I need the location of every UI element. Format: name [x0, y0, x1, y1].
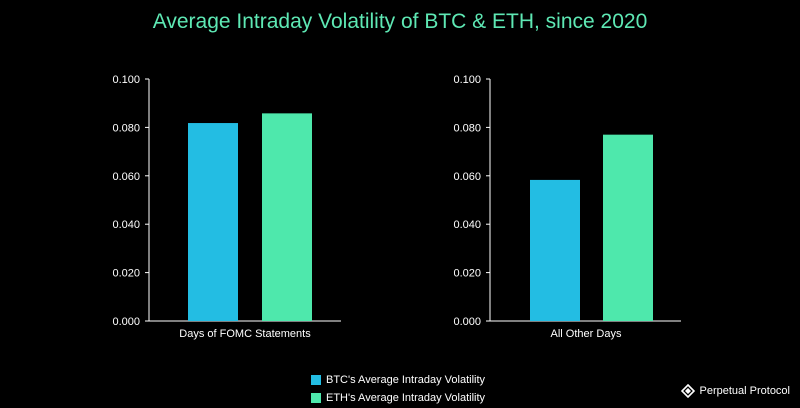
- brand-watermark: Perpetual Protocol: [680, 384, 791, 398]
- perpetual-protocol-logo-icon: [680, 384, 695, 398]
- chart-title: Average Intraday Volatility of BTC & ETH…: [152, 10, 648, 33]
- bar-eth: [603, 134, 653, 321]
- y-tick-label: 0.040: [453, 219, 481, 231]
- brand-name: Perpetual Protocol: [699, 385, 791, 397]
- x-category-label: All Other Days: [551, 328, 622, 340]
- bar-btc: [530, 179, 580, 321]
- y-tick-label: 0.060: [453, 171, 481, 183]
- legend: BTC's Average Intraday Volatility ETH's …: [311, 371, 485, 407]
- y-tick-label: 0.020: [112, 268, 140, 280]
- y-tick-label: 0.000: [453, 316, 481, 328]
- y-tick-label: 0.060: [112, 171, 140, 183]
- y-tick-label: 0.040: [112, 219, 140, 231]
- legend-swatch-eth: [311, 393, 321, 403]
- y-tick-label: 0.100: [112, 74, 140, 86]
- bar-eth: [262, 113, 312, 321]
- y-tick-label: 0.000: [112, 316, 140, 328]
- y-tick-label: 0.020: [453, 268, 481, 280]
- legend-label-btc: BTC's Average Intraday Volatility: [326, 374, 486, 386]
- legend-swatch-btc: [311, 375, 321, 385]
- y-tick-label: 0.080: [453, 122, 481, 134]
- x-category-label: Days of FOMC Statements: [179, 328, 311, 340]
- legend-item-btc: BTC's Average Intraday Volatility: [311, 371, 485, 389]
- legend-item-eth: ETH's Average Intraday Volatility: [311, 389, 485, 407]
- y-tick-label: 0.080: [112, 122, 140, 134]
- bar-btc: [188, 123, 238, 321]
- y-tick-label: 0.100: [453, 74, 481, 86]
- legend-label-eth: ETH's Average Intraday Volatility: [326, 392, 486, 404]
